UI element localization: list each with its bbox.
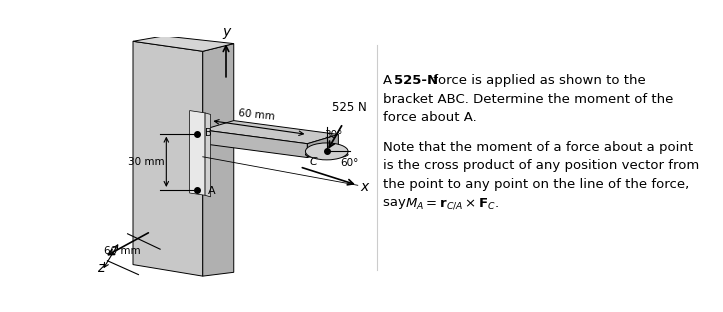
Text: x: x xyxy=(360,180,368,194)
Text: y: y xyxy=(222,25,230,39)
Text: z: z xyxy=(97,261,104,275)
Text: Note that the moment of a force about a point: Note that the moment of a force about a … xyxy=(383,141,693,154)
Polygon shape xyxy=(307,134,338,158)
Text: 30°: 30° xyxy=(325,129,343,139)
Polygon shape xyxy=(133,36,234,51)
Text: the point to any point on the line of the force,: the point to any point on the line of th… xyxy=(383,178,690,191)
Text: 30 mm: 30 mm xyxy=(128,157,165,167)
Polygon shape xyxy=(189,110,205,195)
Text: A: A xyxy=(383,74,397,87)
Text: 525 N: 525 N xyxy=(332,101,367,114)
Text: B: B xyxy=(205,128,212,138)
Text: 60 mm: 60 mm xyxy=(104,246,141,256)
Ellipse shape xyxy=(305,151,348,158)
Text: $M_A = \mathbf{r}_{C/A} \times \mathbf{F}_C.$: $M_A = \mathbf{r}_{C/A} \times \mathbf{F… xyxy=(405,196,500,211)
Text: 60°: 60° xyxy=(341,158,359,168)
Text: A: A xyxy=(208,187,215,197)
Ellipse shape xyxy=(305,143,348,160)
Polygon shape xyxy=(202,130,307,158)
Polygon shape xyxy=(133,41,202,276)
Polygon shape xyxy=(202,121,338,144)
Polygon shape xyxy=(205,113,210,197)
Text: bracket ABC. Determine the moment of the: bracket ABC. Determine the moment of the xyxy=(383,93,674,106)
Polygon shape xyxy=(202,44,234,276)
Text: force is applied as shown to the: force is applied as shown to the xyxy=(429,74,646,87)
Text: say: say xyxy=(383,196,411,209)
Text: 60 mm: 60 mm xyxy=(239,108,275,122)
Text: C: C xyxy=(309,157,317,167)
Text: 525-N: 525-N xyxy=(394,74,438,87)
Text: is the cross product of any position vector from: is the cross product of any position vec… xyxy=(383,159,700,172)
Text: force about A.: force about A. xyxy=(383,111,477,124)
